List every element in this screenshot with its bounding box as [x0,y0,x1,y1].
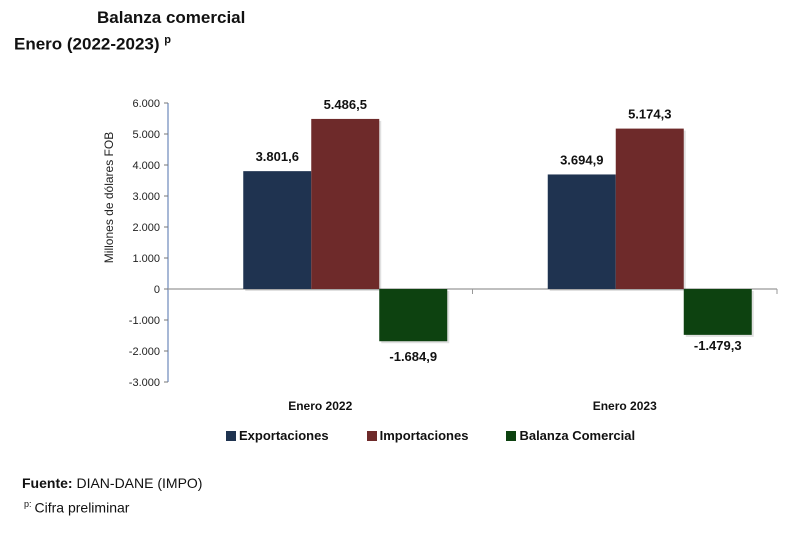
y-tick-label: 0 [154,284,160,296]
bar-value-label: 3.694,9 [560,152,603,167]
x-category-label: Enero 2022 [288,399,352,413]
y-tick-label: 6.000 [132,98,160,110]
legend-swatch-exportaciones [226,430,236,441]
preliminary-note: p: Cifra preliminar [24,499,129,516]
chart-subtitle: Enero (2022-2023) p [14,34,171,55]
legend: Exportaciones Importaciones Balanza Come… [226,428,673,443]
source-note: Fuente: DIAN-DANE (IMPO) [22,475,202,491]
note-marker: p: [24,499,32,509]
y-tick-label: 3.000 [132,191,160,203]
legend-swatch-balanza [506,430,517,441]
legend-swatch-importaciones [366,430,377,441]
y-tick-label: 4.000 [132,160,160,172]
source-label: Fuente: [22,475,73,491]
source-value: DIAN-DANE (IMPO) [72,475,203,491]
legend-item-balanza: Balanza Comercial [506,428,635,443]
legend-item-exportaciones: Exportaciones [226,428,329,443]
bar-value-label: 5.174,3 [628,107,671,122]
legend-label-importaciones: Importaciones [379,428,469,443]
y-tick-label: 5.000 [132,129,160,141]
y-tick-label: -2.000 [129,346,160,358]
y-tick-label: 2.000 [132,222,160,234]
bar [311,118,380,289]
bar-value-label: 3.801,6 [256,149,299,164]
y-tick-label: -1.000 [129,315,160,327]
bar [683,289,752,335]
chart-title: Balanza comercial [97,8,246,27]
subtitle-text: Enero (2022-2023) [14,34,160,54]
y-tick-label: -3.000 [129,377,160,389]
y-tick-label: 1.000 [132,253,160,265]
subtitle-superscript: p [164,34,171,46]
legend-label-exportaciones: Exportaciones [239,428,329,443]
y-axis-title: Millones de dólares FOB [102,132,116,263]
bar [379,289,448,342]
bar [615,128,684,289]
legend-item-importaciones: Importaciones [366,428,469,443]
bar-value-label: -1.684,9 [389,349,437,364]
legend-label-balanza: Balanza Comercial [519,428,636,443]
bar [547,174,616,289]
bar [243,171,312,289]
note-text: Cifra preliminar [34,499,130,516]
x-category-label: Enero 2023 [593,399,657,413]
bar-value-label: -1.479,3 [694,338,742,353]
bar-value-label: 5.486,5 [324,97,367,112]
